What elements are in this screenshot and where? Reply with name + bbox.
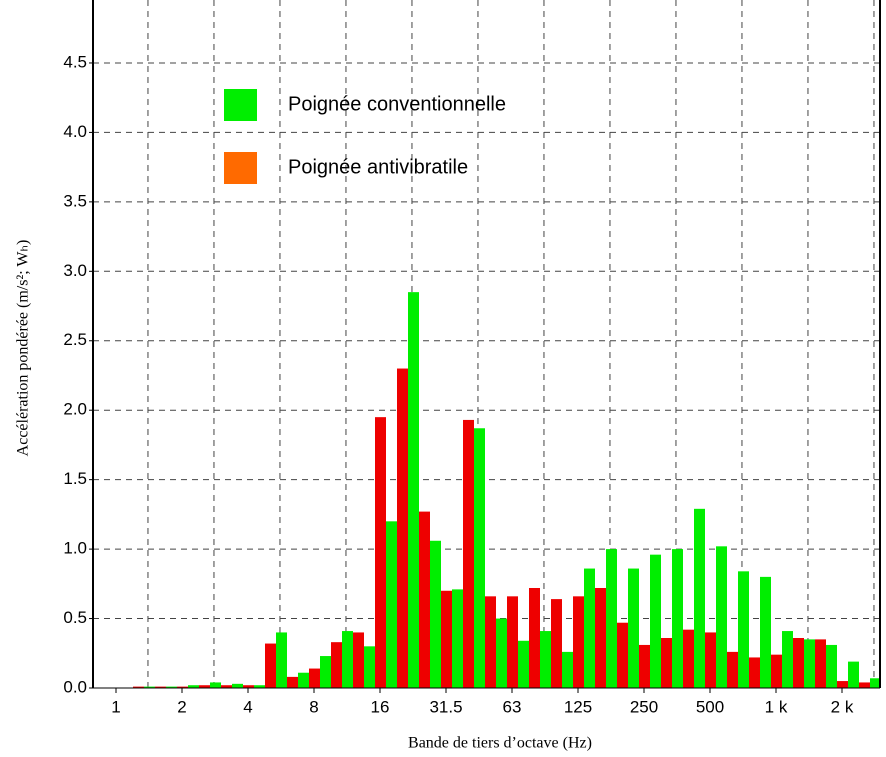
bar [859, 682, 870, 688]
y-tick-label: 0.0 [63, 677, 87, 696]
bar [804, 639, 815, 688]
legend-swatch [224, 152, 257, 184]
bar [848, 661, 859, 688]
bar [760, 576, 771, 688]
bar [364, 646, 375, 688]
bar [749, 657, 760, 688]
bar [353, 632, 364, 688]
bar [826, 644, 837, 688]
bar [738, 571, 749, 688]
bar [793, 637, 804, 688]
bar [837, 681, 848, 688]
bar [617, 622, 628, 688]
y-tick-label: 3.0 [63, 261, 87, 280]
bar [199, 685, 210, 688]
x-tick-label: 31.5 [429, 697, 462, 716]
bar [166, 686, 177, 688]
bar [287, 676, 298, 688]
x-tick-label: 16 [371, 697, 390, 716]
bar [408, 292, 419, 688]
bar [243, 685, 254, 688]
y-tick-label: 3.5 [63, 191, 87, 210]
bar [562, 651, 573, 688]
bar [628, 568, 639, 688]
y-tick-label: 1.5 [63, 469, 87, 488]
y-tick-label: 4.5 [63, 52, 87, 71]
bar [496, 618, 507, 688]
bar [584, 568, 595, 688]
bar [870, 678, 881, 688]
bar [474, 428, 485, 688]
bar [298, 672, 309, 688]
bar [782, 631, 793, 688]
bar [606, 549, 617, 688]
x-tick-label: 8 [309, 697, 318, 716]
bar [276, 632, 287, 688]
y-tick-label: 1.0 [63, 539, 87, 558]
bar [727, 651, 738, 688]
x-tick-label: 1 k [765, 697, 788, 716]
y-axis-title: Accélération pondérée (m/s²; Wₕ) [15, 240, 32, 457]
bar [661, 637, 672, 688]
x-tick-label: 63 [503, 697, 522, 716]
x-tick-label: 2 k [831, 697, 854, 716]
legend-label: Poignée antivibratile [288, 156, 468, 178]
bar [375, 417, 386, 688]
bar [386, 521, 397, 688]
x-tick-label: 4 [243, 697, 252, 716]
bar [265, 643, 276, 688]
bar [485, 596, 496, 688]
x-tick-label: 250 [630, 697, 658, 716]
bar [320, 656, 331, 688]
bar [815, 639, 826, 688]
bar [705, 632, 716, 688]
bar [573, 596, 584, 688]
bar [529, 587, 540, 688]
bar [507, 596, 518, 688]
y-tick-label: 0.5 [63, 608, 87, 627]
bar [254, 685, 265, 688]
x-tick-label: 125 [564, 697, 592, 716]
x-tick-label: 1 [111, 697, 120, 716]
bar [177, 686, 188, 688]
bar [551, 599, 562, 688]
legend-label: Poignée conventionnelle [288, 93, 506, 115]
bar [419, 511, 430, 688]
y-tick-label: 4.0 [63, 122, 87, 141]
bar [771, 654, 782, 688]
y-tick-label: 2.0 [63, 400, 87, 419]
bar [518, 640, 529, 688]
bar [342, 631, 353, 688]
bar [639, 644, 650, 688]
bar [232, 683, 243, 688]
x-tick-label: 2 [177, 697, 186, 716]
bar [331, 642, 342, 688]
bar [210, 682, 221, 688]
bar [716, 546, 727, 688]
bar [397, 368, 408, 688]
x-tick-label: 500 [696, 697, 724, 716]
y-tick-label: 2.5 [63, 330, 87, 349]
legend-swatch [224, 89, 257, 121]
bar [188, 685, 199, 688]
x-axis-title: Bande de tiers d’octave (Hz) [408, 735, 592, 752]
bar [683, 629, 694, 688]
bar [463, 419, 474, 688]
bar [309, 668, 320, 688]
bar [221, 685, 232, 688]
bar [540, 631, 551, 688]
bar [595, 587, 606, 688]
bar [650, 554, 661, 688]
bar [430, 540, 441, 688]
bar [694, 508, 705, 688]
bar [672, 549, 683, 688]
bar [441, 590, 452, 688]
bar [452, 589, 463, 688]
bar [133, 686, 144, 688]
bar [155, 686, 166, 688]
bar [144, 686, 155, 688]
